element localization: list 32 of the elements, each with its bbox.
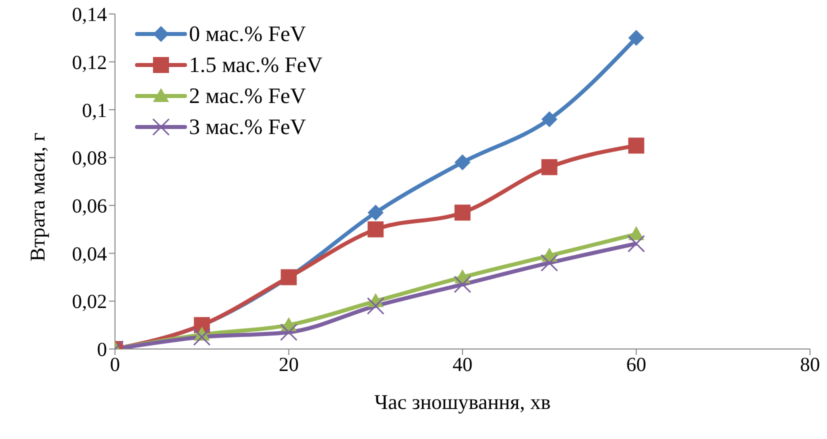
y-tick-label: 0,04 <box>72 243 107 266</box>
point <box>368 204 384 221</box>
point <box>628 234 645 252</box>
legend-label: 2 мас.% FeV <box>189 82 306 110</box>
x-tick-label: 40 <box>452 354 472 376</box>
x-tick-label: 60 <box>626 354 646 376</box>
point <box>368 221 384 238</box>
point <box>366 297 384 315</box>
point <box>541 159 558 176</box>
y-tick-label: 0,08 <box>72 148 107 170</box>
point <box>454 204 470 221</box>
point <box>628 138 644 154</box>
y-axis-title: Втрата маси, г <box>25 132 50 262</box>
point <box>193 328 211 346</box>
y-tick-label: 0,1 <box>82 100 107 122</box>
legend-label: 3 мас.% FeV <box>189 113 306 141</box>
point <box>280 324 298 341</box>
legend-label: 1.5 мас.% FeV <box>189 51 323 79</box>
x-axis-title: Час зношування, хв <box>374 390 551 414</box>
x-tick-label: 80 <box>800 354 820 376</box>
point <box>540 254 558 272</box>
x-tick-label: 20 <box>278 354 299 376</box>
point <box>454 154 470 170</box>
point <box>628 30 644 46</box>
y-tick-label: 0,02 <box>72 291 107 314</box>
legend-label: 0 мас.% FeV <box>189 20 306 48</box>
point <box>541 111 558 128</box>
point <box>454 276 472 294</box>
y-tick-label: 0,14 <box>72 4 107 26</box>
y-tick-label: 0 <box>97 339 107 362</box>
y-tick-label: 0,06 <box>72 196 107 218</box>
y-tick-label: 0,12 <box>72 52 107 74</box>
